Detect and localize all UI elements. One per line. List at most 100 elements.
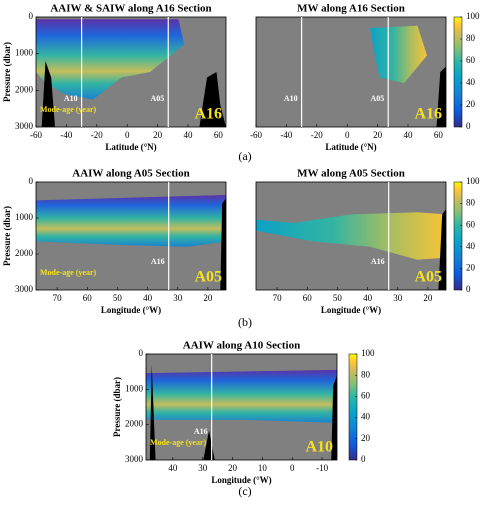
colorbar-tick-label: 80 xyxy=(361,369,371,379)
y-tick-label: 3000 xyxy=(15,284,34,294)
y-tick-label: 2000 xyxy=(15,84,34,94)
x-tick-label: 20 xyxy=(373,130,383,140)
field xyxy=(36,194,226,247)
mode-age-label: Mode-age (year) xyxy=(40,105,97,114)
y-axis-label: Pressure (dbar) xyxy=(2,206,12,266)
y-tick-label: 2000 xyxy=(15,248,34,258)
section-label: A16 xyxy=(371,257,385,266)
section-label: A05 xyxy=(370,94,384,103)
y-tick-label: 0 xyxy=(29,176,34,186)
y-tick-label: 0 xyxy=(139,348,144,358)
x-tick-label: 20 xyxy=(153,130,163,140)
field xyxy=(370,25,427,83)
colorbar-tick-label: 100 xyxy=(361,348,375,358)
panel-title: MW along A16 Section xyxy=(297,3,405,15)
colorbar-tick-label: 40 xyxy=(361,412,371,422)
panel-caption: (c) xyxy=(238,484,251,498)
x-axis-label: Latitude (°N) xyxy=(325,142,376,152)
bathymetry xyxy=(436,66,446,127)
panel-caption: (a) xyxy=(238,149,251,163)
colorbar xyxy=(453,181,463,291)
colorbar-tick-label: 40 xyxy=(466,241,476,251)
bathymetry xyxy=(199,72,226,127)
y-axis-label: Pressure (dbar) xyxy=(2,42,12,102)
x-tick-label: 50 xyxy=(333,293,343,303)
x-tick-label: 40 xyxy=(363,293,373,303)
panel: MW along A05 Section Longitude (°W) 70 60 50… xyxy=(255,168,480,315)
x-tick-label: 30 xyxy=(393,293,403,303)
x-axis-label: Latitude (°N) xyxy=(105,142,156,152)
y-tick-label: 2000 xyxy=(125,419,144,429)
x-tick-label: 20 xyxy=(228,463,238,473)
bathymetry xyxy=(331,375,337,460)
x-tick-label: 60 xyxy=(83,293,93,303)
colorbar-tick-label: 0 xyxy=(466,284,471,294)
colorbar-tick-label: 0 xyxy=(361,454,366,464)
panel: AAIW along A10 Section Longitude (°W) Pres… xyxy=(112,340,375,486)
x-tick-label: 10 xyxy=(258,463,268,473)
colorbar-tick-label: 20 xyxy=(466,99,476,109)
x-tick-label: -60 xyxy=(250,130,262,140)
plot-frame xyxy=(255,16,447,128)
plot-frame xyxy=(35,181,227,291)
section-label: A16 xyxy=(194,427,208,436)
x-tick-label: 0 xyxy=(345,130,350,140)
mode-age-label: Mode-age (year) xyxy=(150,438,207,447)
panel-title: AAIW along A05 Section xyxy=(72,168,189,180)
x-tick-label: 70 xyxy=(53,293,63,303)
colorbar-tick-label: 60 xyxy=(466,219,476,229)
field xyxy=(36,19,185,100)
x-tick-label: -40 xyxy=(60,130,72,140)
x-tick-label: -60 xyxy=(30,130,42,140)
panel-caption: (b) xyxy=(238,315,252,329)
section-name: A05 xyxy=(414,269,442,286)
plot-frame xyxy=(145,353,338,461)
x-axis-label: Longitude (°W) xyxy=(211,475,271,485)
section-name: A10 xyxy=(305,439,333,456)
x-tick-label: -40 xyxy=(280,130,292,140)
x-tick-label: 20 xyxy=(203,293,213,303)
section-label: A05 xyxy=(150,94,164,103)
y-axis-label: Pressure (dbar) xyxy=(112,377,122,437)
colorbar-tick-label: 100 xyxy=(466,11,480,21)
colorbar-tick-label: 80 xyxy=(466,198,476,208)
colorbar xyxy=(453,16,463,128)
colorbar-tick-label: 20 xyxy=(466,262,476,272)
colorbar-tick-label: 100 xyxy=(466,176,480,186)
x-tick-label: -10 xyxy=(316,463,328,473)
x-tick-label: -20 xyxy=(91,130,103,140)
bathymetry xyxy=(220,198,226,290)
colorbar-tick-label: 60 xyxy=(466,55,476,65)
colorbar-tick-label: 80 xyxy=(466,33,476,43)
y-tick-label: 1000 xyxy=(125,383,144,393)
y-tick-label: 1000 xyxy=(15,48,34,58)
x-tick-label: 0 xyxy=(125,130,130,140)
x-tick-label: 50 xyxy=(113,293,123,303)
mode-age-label: Mode-age (year) xyxy=(40,268,97,277)
section-name: A16 xyxy=(414,106,442,123)
y-tick-label: 3000 xyxy=(15,121,34,131)
colorbar-tick-label: 40 xyxy=(466,77,476,87)
colorbar-tick-label: 20 xyxy=(361,433,371,443)
section-name: A16 xyxy=(194,106,222,123)
x-tick-label: 30 xyxy=(173,293,183,303)
bathymetry xyxy=(41,61,55,127)
x-tick-label: 40 xyxy=(168,463,178,473)
x-tick-label: 70 xyxy=(273,293,283,303)
field xyxy=(146,369,337,423)
section-name: A05 xyxy=(194,269,222,286)
section-label: A10 xyxy=(64,94,78,103)
plot-frame xyxy=(255,181,447,291)
x-axis-label: Longitude (°W) xyxy=(101,305,161,315)
plot-frame xyxy=(35,16,227,128)
section-label: A10 xyxy=(284,94,298,103)
x-tick-label: -20 xyxy=(311,130,323,140)
x-tick-label: 30 xyxy=(198,463,208,473)
y-tick-label: 3000 xyxy=(125,454,144,464)
bathymetry xyxy=(438,209,446,290)
x-tick-label: 60 xyxy=(303,293,313,303)
panel: MW along A16 Section Latitude (°N) -60 -40 -… xyxy=(250,3,480,153)
panel-title: AAIW along A10 Section xyxy=(183,340,300,352)
x-tick-label: 40 xyxy=(184,130,194,140)
